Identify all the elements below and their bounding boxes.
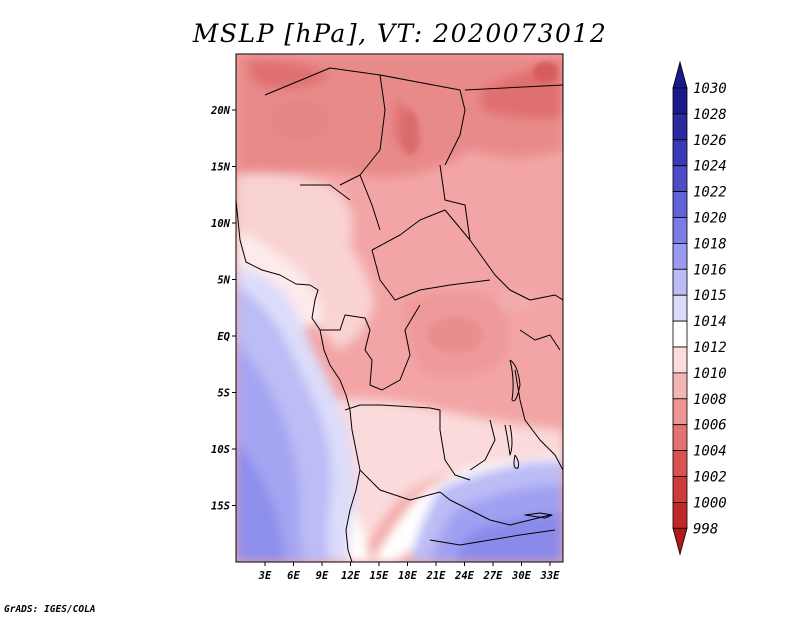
colorbar-label: 1000	[693, 495, 727, 511]
colorbar-label: 1012	[693, 340, 727, 356]
colorbar-label: 1006	[693, 418, 727, 434]
border-lines-south	[344, 404, 556, 546]
lon-tick-label: 33E	[540, 570, 561, 582]
colorbar-box	[672, 398, 688, 426]
lat-tick-label: 5S	[217, 388, 230, 400]
colorbar-box	[672, 450, 688, 477]
field-1006-nw	[249, 59, 330, 89]
lon-tick-label: 27E	[483, 570, 504, 582]
colorbar-box	[672, 217, 688, 244]
border-lines-north	[264, 67, 563, 241]
colorbar-label: 1026	[693, 133, 727, 149]
pressure-field	[236, 54, 563, 562]
colorbar-label: 1008	[693, 392, 727, 408]
map-title: MSLP [hPa], VT: 2020073012	[192, 19, 607, 48]
lon-tick-label: 6E	[287, 570, 300, 582]
colorbar: 1030 1028 1026 1024 1022 1020 1018 1016 1015 1014…	[672, 60, 727, 556]
colorbar-box	[672, 242, 688, 270]
border-lines-east	[469, 289, 563, 471]
latitude-axis: 20N 15N 10N 5N EQ 5S 10S 15S	[210, 105, 236, 513]
colorbar-label: 1030	[693, 81, 727, 97]
colorbar-box	[672, 191, 688, 218]
lon-tick-label: 18E	[398, 570, 418, 582]
colorbar-bottom-arrow	[672, 527, 688, 556]
longitude-axis: 3E 6E 9E 12E 15E 18E 21E 24E 27E 30E 33E	[258, 562, 560, 582]
lat-tick-label: 10N	[211, 218, 231, 230]
colorbar-box	[672, 476, 688, 503]
colorbar-box	[672, 87, 688, 115]
lakes	[504, 359, 553, 519]
lon-tick-label: 21E	[426, 570, 447, 582]
boundaries	[236, 67, 563, 562]
lat-tick-label: 5N	[217, 275, 230, 287]
colorbar-box	[672, 424, 688, 452]
colorbar-box	[672, 268, 688, 296]
field-1013-coast	[236, 230, 325, 330]
colorbar-label: 1015	[693, 288, 727, 304]
colorbar-label: 1016	[693, 262, 727, 278]
colorbar-box	[672, 501, 688, 529]
colorbar-label: 1022	[693, 185, 727, 201]
lat-tick-label: 20N	[210, 105, 231, 117]
map-frame	[235, 53, 564, 563]
lat-tick-label: EQ	[217, 331, 230, 343]
colorbar-box	[672, 346, 688, 374]
field-1012-west	[236, 172, 375, 350]
lat-tick-label: 10S	[211, 444, 230, 456]
lon-tick-label: 30E	[511, 570, 532, 582]
colorbar-box	[672, 372, 688, 400]
border-lines-central	[320, 209, 511, 391]
colorbar-label: 1014	[693, 314, 727, 330]
colorbar-label: 1004	[693, 444, 727, 460]
colorbar-box	[672, 113, 688, 141]
colorbar-label: 1020	[693, 211, 727, 227]
lon-tick-label: 15E	[370, 570, 390, 582]
colorbar-box	[672, 139, 688, 167]
colorbar-box	[672, 320, 688, 348]
colorbar-label: 998	[693, 521, 718, 537]
coastline	[236, 199, 361, 562]
lat-tick-label: 15S	[211, 501, 230, 513]
lat-tick-label: 15N	[211, 162, 231, 174]
lon-tick-label: 9E	[316, 570, 329, 582]
lon-tick-label: 3E	[258, 570, 272, 582]
lon-tick-label: 24E	[454, 570, 475, 582]
field-1012-south	[320, 398, 563, 562]
colorbar-label: 1010	[693, 366, 727, 382]
field-1020-ocean	[236, 440, 285, 562]
lon-tick-label: 12E	[341, 570, 361, 582]
colorbar-top-arrow	[672, 60, 688, 89]
colorbar-label: 1018	[693, 236, 727, 252]
colorbar-box	[672, 294, 688, 322]
colorbar-label: 1028	[693, 107, 727, 123]
colorbar-label: 1002	[693, 470, 727, 486]
credit-text: GrADS: IGES/COLA	[4, 604, 96, 615]
colorbar-label: 1024	[693, 159, 727, 175]
colorbar-box	[672, 165, 688, 192]
